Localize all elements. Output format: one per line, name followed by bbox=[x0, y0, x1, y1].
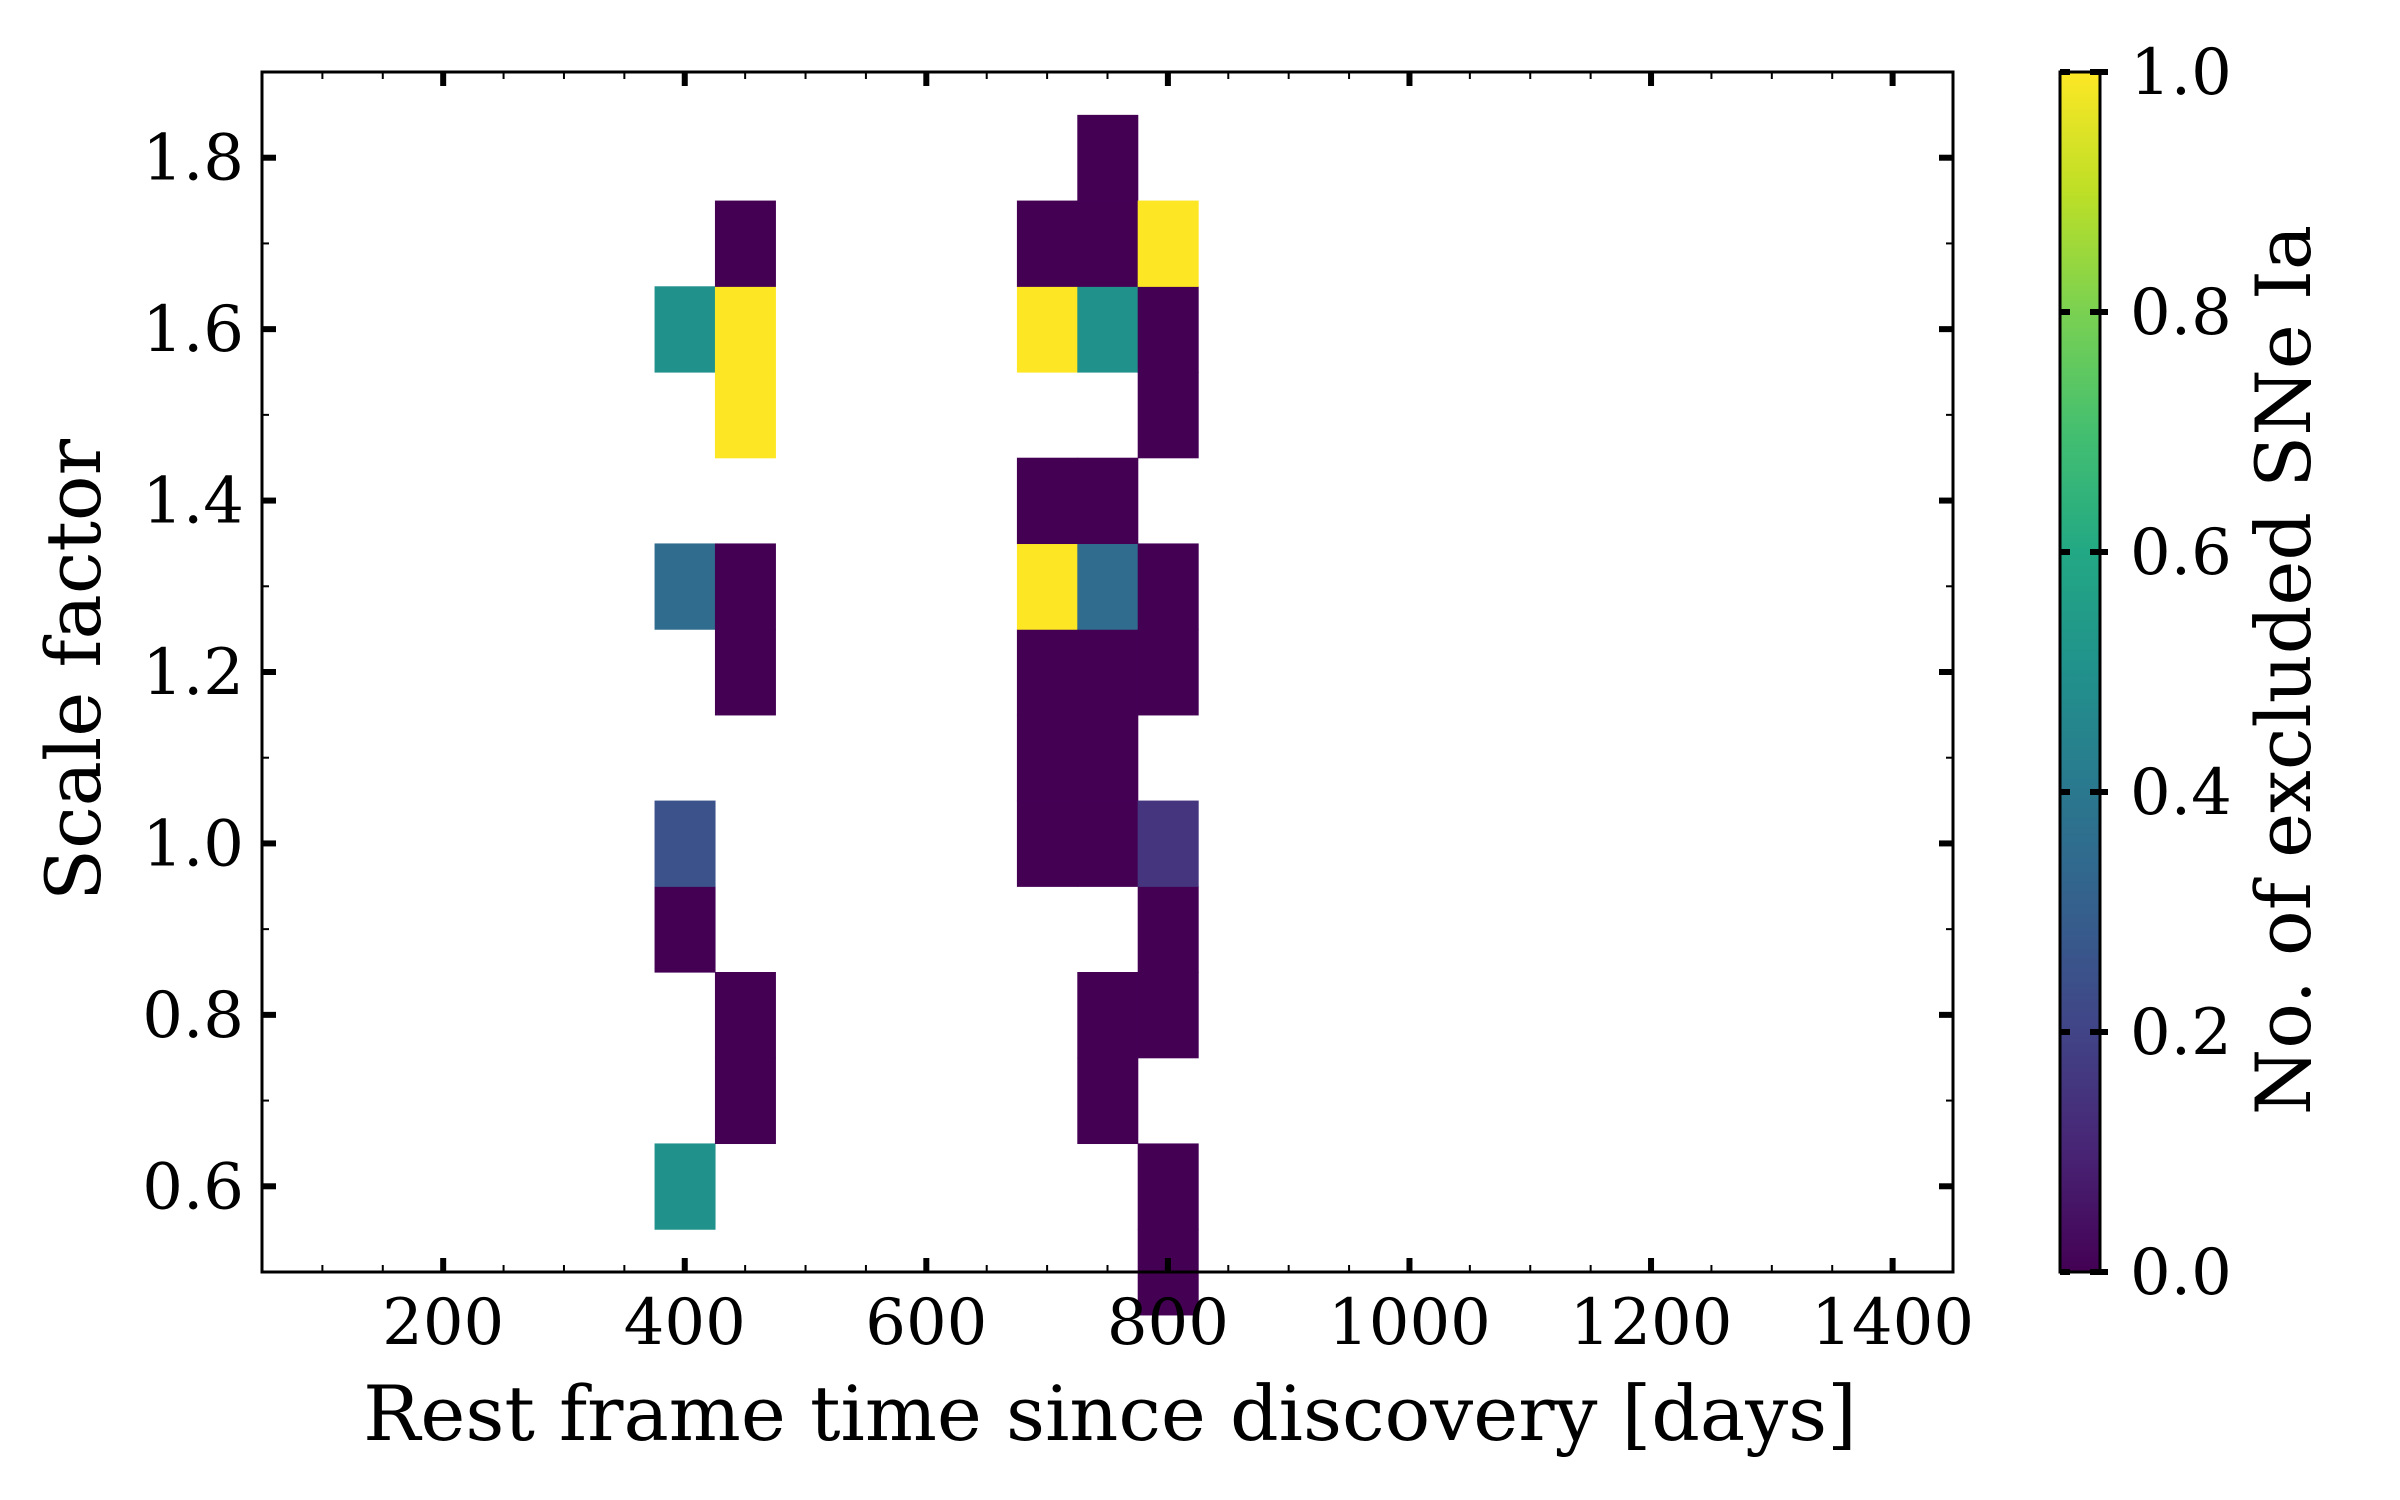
heatmap-cell bbox=[1016, 800, 1078, 887]
y-tick-label: 0.6 bbox=[142, 1150, 244, 1224]
colorbar-tick-label: 0.2 bbox=[2130, 996, 2232, 1070]
x-tick-label: 400 bbox=[624, 1286, 746, 1360]
colorbar-tick-label: 0.4 bbox=[2130, 756, 2232, 830]
heatmap-cell bbox=[1016, 543, 1078, 630]
y-tick-label: 1.4 bbox=[142, 465, 244, 539]
heatmap-cell bbox=[714, 372, 776, 459]
heatmap-cell bbox=[1016, 629, 1078, 716]
heatmap-cell bbox=[1016, 200, 1078, 287]
heatmap-cell bbox=[1077, 972, 1139, 1059]
heatmap-cell bbox=[714, 286, 776, 373]
heatmap-cell bbox=[714, 543, 776, 630]
x-tick-label: 600 bbox=[865, 1286, 987, 1360]
y-tick-label: 1.2 bbox=[142, 636, 244, 710]
heatmap-cell bbox=[714, 972, 776, 1059]
plot-axes: 200 400 600 800 1000 1200 1400 0.6 0.8 1.0 1.2 1.4 1… bbox=[142, 70, 1974, 1360]
colorbar-frame bbox=[2058, 70, 2102, 1274]
heatmap-cell bbox=[1137, 800, 1199, 887]
heatmap-cell bbox=[654, 286, 716, 373]
heatmap-cell bbox=[1137, 200, 1199, 287]
colorbar: 0.0 0.2 0.4 0.6 0.8 1.0 bbox=[2058, 36, 2232, 1310]
heatmap-cell bbox=[1077, 543, 1139, 630]
colorbar-tick-label: 0.6 bbox=[2130, 516, 2232, 590]
y-tick-label: 1.0 bbox=[142, 807, 244, 881]
heatmap-cell bbox=[654, 886, 716, 973]
heatmap-cell bbox=[1137, 543, 1199, 630]
y-tick-label: 1.6 bbox=[142, 293, 244, 367]
x-axis-label: Rest frame time since discovery [days] bbox=[363, 1369, 1857, 1458]
heatmap-cell bbox=[1137, 886, 1199, 973]
heatmap-cell bbox=[1016, 714, 1078, 802]
heatmap-cell bbox=[654, 1143, 716, 1230]
heatmap-cell bbox=[1137, 629, 1199, 716]
y-tick-label: 1.8 bbox=[142, 122, 244, 196]
heatmap-cell bbox=[1077, 457, 1139, 545]
colorbar-tick-label: 1.0 bbox=[2130, 36, 2232, 110]
heatmap-cell bbox=[714, 200, 776, 287]
heatmap-cell bbox=[1077, 114, 1139, 202]
x-tick-label: 1400 bbox=[1811, 1286, 1974, 1360]
x-tick-label: 1000 bbox=[1328, 1286, 1491, 1360]
heatmap-cell bbox=[1137, 1143, 1199, 1230]
colorbar-tick-label: 0.0 bbox=[2130, 1236, 2232, 1310]
heatmap-cell bbox=[1137, 372, 1199, 459]
colorbar-gradient bbox=[2060, 72, 2100, 1272]
heatmap-cell bbox=[1016, 286, 1078, 373]
heatmap-cell bbox=[654, 543, 716, 630]
y-axis-label: Scale factor bbox=[29, 438, 118, 901]
heatmap-cell bbox=[1077, 200, 1139, 287]
heatmap-cell bbox=[714, 1057, 776, 1145]
heatmap-cell bbox=[1077, 800, 1139, 887]
heatmap-cell bbox=[1137, 972, 1199, 1059]
heatmap-cell bbox=[1137, 286, 1199, 373]
x-tick-label: 200 bbox=[382, 1286, 504, 1360]
colorbar-label: No. of excluded SNe Ia bbox=[2239, 225, 2328, 1115]
heatmap-cell bbox=[714, 629, 776, 716]
heatmap-cell bbox=[1077, 1057, 1139, 1145]
y-tick-label: 0.8 bbox=[142, 979, 244, 1053]
heatmap-cell bbox=[1077, 286, 1139, 373]
x-tick-label: 1200 bbox=[1570, 1286, 1733, 1360]
heatmap-cells bbox=[654, 114, 1199, 1316]
heatmap-cell bbox=[654, 800, 716, 887]
x-tick-label: 800 bbox=[1107, 1286, 1229, 1360]
heatmap-cell bbox=[1077, 629, 1139, 716]
heatmap-cell bbox=[1077, 714, 1139, 802]
colorbar-tick-label: 0.8 bbox=[2130, 276, 2232, 350]
heatmap-cell bbox=[1016, 457, 1078, 545]
